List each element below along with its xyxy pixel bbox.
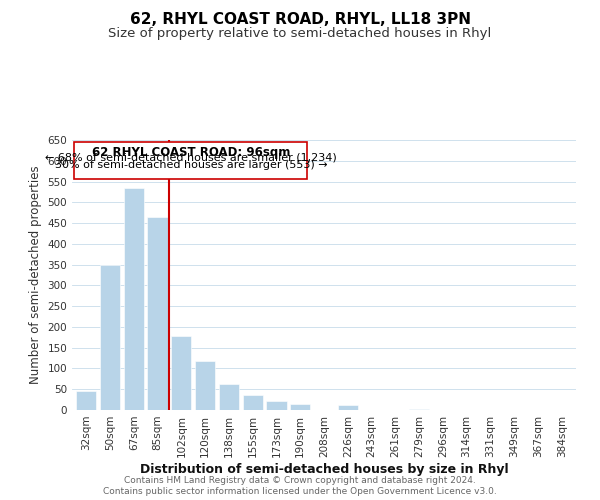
Text: 62, RHYL COAST ROAD, RHYL, LL18 3PN: 62, RHYL COAST ROAD, RHYL, LL18 3PN	[130, 12, 470, 28]
Text: 62 RHYL COAST ROAD: 96sqm: 62 RHYL COAST ROAD: 96sqm	[92, 146, 290, 159]
Bar	[290, 404, 310, 410]
Bar	[100, 265, 120, 410]
Bar	[242, 396, 263, 410]
Text: Size of property relative to semi-detached houses in Rhyl: Size of property relative to semi-detach…	[109, 28, 491, 40]
Text: Contains public sector information licensed under the Open Government Licence v3: Contains public sector information licen…	[103, 487, 497, 496]
Bar	[338, 406, 358, 410]
Bar	[171, 336, 191, 410]
Bar	[74, 142, 307, 179]
Y-axis label: Number of semi-detached properties: Number of semi-detached properties	[29, 166, 42, 384]
Text: ← 68% of semi-detached houses are smaller (1,234): ← 68% of semi-detached houses are smalle…	[45, 153, 337, 163]
Bar	[148, 217, 167, 410]
Bar	[124, 188, 144, 410]
Bar	[266, 401, 287, 410]
Bar	[76, 391, 97, 410]
Text: 30% of semi-detached houses are larger (553) →: 30% of semi-detached houses are larger (…	[55, 160, 327, 170]
Bar	[195, 361, 215, 410]
Text: Contains HM Land Registry data © Crown copyright and database right 2024.: Contains HM Land Registry data © Crown c…	[124, 476, 476, 485]
Bar	[219, 384, 239, 410]
Bar	[409, 409, 429, 410]
X-axis label: Distribution of semi-detached houses by size in Rhyl: Distribution of semi-detached houses by …	[140, 462, 508, 475]
